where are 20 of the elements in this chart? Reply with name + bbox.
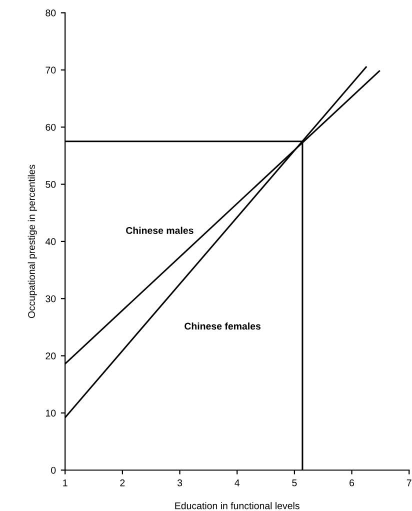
x-tick-label: 4 xyxy=(234,480,240,486)
x-axis-title: Education in functional levels xyxy=(175,502,300,510)
y-tick-label: 30 xyxy=(46,295,56,302)
y-tick-label: 10 xyxy=(46,410,56,417)
x-tick-label: 2 xyxy=(120,479,125,486)
x-tick-label: 5 xyxy=(292,480,297,486)
y-tick-label: 70 xyxy=(46,66,56,74)
series-label: Chinese males xyxy=(126,226,194,234)
y-tick-label: 20 xyxy=(46,352,56,360)
x-tick-label: 6 xyxy=(350,479,354,486)
y-tick-label: 50 xyxy=(46,181,56,188)
y-tick-label: 80 xyxy=(46,10,56,16)
y-tick-label: 0 xyxy=(51,466,56,474)
y-tick-label: 60 xyxy=(46,124,56,131)
y-axis-title: Occupational prestige in percentiles xyxy=(28,164,37,318)
text: Chinese females xyxy=(184,322,261,330)
x-tick-label: 1 xyxy=(63,480,68,486)
x-tick-label: 3 xyxy=(177,479,182,486)
y-tick-label: 40 xyxy=(45,238,56,246)
x-tick-label: 7 xyxy=(406,480,412,486)
